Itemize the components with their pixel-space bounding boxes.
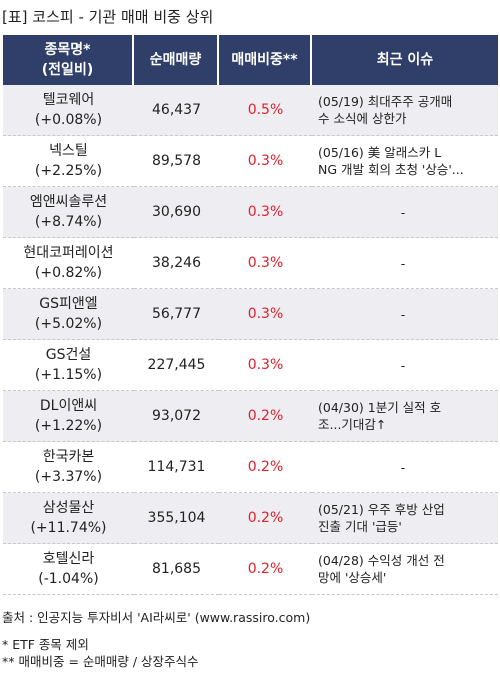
net-volume: 30,690 xyxy=(134,187,219,238)
recent-issue: - xyxy=(312,442,498,493)
table-header-row: 종목명* (전일비) 순매매량 매매비중** 최근 이슈 xyxy=(3,35,498,85)
table-row: 삼성물산 (+11.74%) 355,104 0.2% (05/21) 우주 후방 산업… xyxy=(3,493,498,544)
stock-name: 호텔신라 xyxy=(42,551,95,567)
recent-issue: - xyxy=(312,238,498,289)
recent-issue: - xyxy=(312,289,498,340)
source-note: 출처 : 인공지능 투자비서 'AI라씨로' (www.rassiro.com) xyxy=(2,610,311,625)
stock-name: GS피앤엘 xyxy=(39,296,98,312)
header-ratio: 매매비중** xyxy=(219,35,312,85)
table-row: GS건설 (+1.15%) 227,445 0.3% - xyxy=(3,340,498,391)
header-name-line2: (전일비) xyxy=(41,62,94,78)
stock-cell: 엠앤씨솔루션 (+8.74%) xyxy=(3,187,134,238)
recent-issue-line2: NG 개발 회의 초청 '상승'... xyxy=(318,162,464,177)
trade-ratio: 0.3% xyxy=(219,238,312,289)
recent-issue-line2: 수 소식에 상한가 xyxy=(318,111,407,126)
trade-ratio: 0.3% xyxy=(219,340,312,391)
stock-change: (+0.82%) xyxy=(34,265,103,281)
net-volume: 46,437 xyxy=(134,85,219,136)
stock-change: (+5.02%) xyxy=(34,316,103,332)
stock-change: (+2.25%) xyxy=(34,163,103,179)
stock-name: DL이앤씨 xyxy=(39,398,98,414)
recent-issue-line2: 망에 '상승세' xyxy=(318,570,387,585)
net-volume: 81,685 xyxy=(134,544,219,595)
trade-ratio: 0.2% xyxy=(219,391,312,442)
trade-ratio: 0.2% xyxy=(219,493,312,544)
trade-ratio: 0.3% xyxy=(219,289,312,340)
stock-change: (+11.74%) xyxy=(30,520,107,536)
table-row: 텔코웨어 (+0.08%) 46,437 0.5% (05/19) 최대주주 공개매 수 … xyxy=(3,85,498,136)
footnote-etf: * ETF 종목 제외 xyxy=(2,637,89,652)
recent-issue-line1: (05/19) 최대주주 공개매 xyxy=(318,94,453,109)
net-volume: 227,445 xyxy=(134,340,219,391)
recent-issue-line1: - xyxy=(400,204,406,220)
stock-name: 현대코퍼레이션 xyxy=(23,245,114,261)
stock-cell: 넥스틸 (+2.25%) xyxy=(3,136,134,187)
trade-ratio: 0.3% xyxy=(219,187,312,238)
stock-change: (+1.22%) xyxy=(34,418,103,434)
stock-name: 넥스틸 xyxy=(49,143,88,159)
stock-name: 한국카본 xyxy=(42,449,95,465)
net-volume: 38,246 xyxy=(134,238,219,289)
stock-cell: 현대코퍼레이션 (+0.82%) xyxy=(3,238,134,289)
recent-issue-line1: - xyxy=(400,255,406,271)
recent-issue: - xyxy=(312,187,498,238)
stock-name: 텔코웨어 xyxy=(42,92,95,108)
table-row: 엠앤씨솔루션 (+8.74%) 30,690 0.3% - xyxy=(3,187,498,238)
net-volume: 114,731 xyxy=(134,442,219,493)
stock-name: GS건설 xyxy=(45,347,92,363)
trade-ratio: 0.5% xyxy=(219,85,312,136)
recent-issue: (05/16) 美 알래스카 L NG 개발 회의 초청 '상승'... xyxy=(312,136,498,187)
net-volume: 93,072 xyxy=(134,391,219,442)
table-row: 한국카본 (+3.37%) 114,731 0.2% - xyxy=(3,442,498,493)
net-volume: 89,578 xyxy=(134,136,219,187)
recent-issue: - xyxy=(312,340,498,391)
header-name-line1: 종목명* xyxy=(44,42,91,58)
recent-issue: (05/21) 우주 후방 산업 진출 기대 '급등' xyxy=(312,493,498,544)
stock-change: (+3.37%) xyxy=(34,469,103,485)
recent-issue-line1: (04/28) 수익성 개선 전 xyxy=(318,553,445,568)
header-name: 종목명* (전일비) xyxy=(3,35,134,85)
stock-cell: 호텔신라 (-1.04%) xyxy=(3,544,134,595)
page-title: [표] 코스피 - 기관 매매 비중 상위 xyxy=(2,8,214,26)
stock-cell: 한국카본 (+3.37%) xyxy=(3,442,134,493)
recent-issue-line2: 조...기대감↑ xyxy=(318,417,387,432)
stock-change: (+8.74%) xyxy=(34,214,103,230)
trade-ratio: 0.3% xyxy=(219,136,312,187)
header-volume: 순매매량 xyxy=(134,35,219,85)
table-row: 현대코퍼레이션 (+0.82%) 38,246 0.3% - xyxy=(3,238,498,289)
recent-issue-line1: (04/30) 1분기 실적 호 xyxy=(318,400,442,415)
stock-cell: GS건설 (+1.15%) xyxy=(3,340,134,391)
table-row: GS피앤엘 (+5.02%) 56,777 0.3% - xyxy=(3,289,498,340)
institution-trading-table: 종목명* (전일비) 순매매량 매매비중** 최근 이슈 텔코웨어 (+0.08%… xyxy=(3,35,498,595)
stock-cell: DL이앤씨 (+1.22%) xyxy=(3,391,134,442)
stock-change: (-1.04%) xyxy=(38,571,99,587)
recent-issue-line1: (05/16) 美 알래스카 L xyxy=(318,145,442,160)
recent-issue-line1: - xyxy=(400,306,406,322)
stock-cell: 삼성물산 (+11.74%) xyxy=(3,493,134,544)
table-row: 호텔신라 (-1.04%) 81,685 0.2% (04/28) 수익성 개선 전 망에… xyxy=(3,544,498,595)
recent-issue-line1: - xyxy=(400,459,406,475)
stock-change: (+0.08%) xyxy=(34,112,103,128)
stock-cell: GS피앤엘 (+5.02%) xyxy=(3,289,134,340)
recent-issue-line2: 진출 기대 '급등' xyxy=(318,519,402,534)
trade-ratio: 0.2% xyxy=(219,544,312,595)
footnote-ratio: ** 매매비중 = 순매매량 / 상장주식수 xyxy=(2,654,199,669)
net-volume: 56,777 xyxy=(134,289,219,340)
stock-name: 엠앤씨솔루션 xyxy=(29,194,108,210)
header-issue: 최근 이슈 xyxy=(312,35,498,85)
table-row: 넥스틸 (+2.25%) 89,578 0.3% (05/16) 美 알래스카 L NG … xyxy=(3,136,498,187)
recent-issue-line1: - xyxy=(400,357,406,373)
trade-ratio: 0.2% xyxy=(219,442,312,493)
net-volume: 355,104 xyxy=(134,493,219,544)
recent-issue-line1: (05/21) 우주 후방 산업 xyxy=(318,502,445,517)
stock-name: 삼성물산 xyxy=(42,500,95,516)
stock-cell: 텔코웨어 (+0.08%) xyxy=(3,85,134,136)
stock-change: (+1.15%) xyxy=(34,367,103,383)
